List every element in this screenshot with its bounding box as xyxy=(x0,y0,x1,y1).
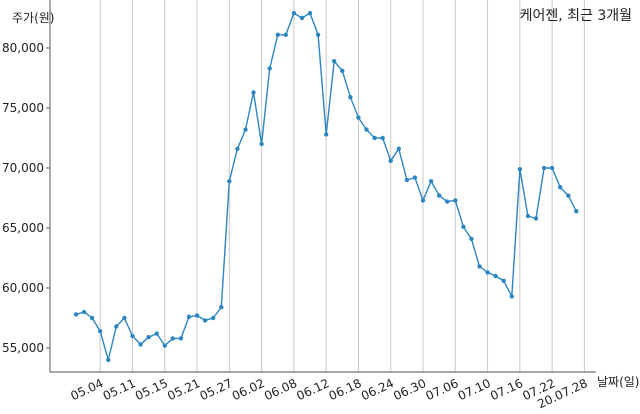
y-tick-label: 80,000 xyxy=(2,41,44,55)
data-point xyxy=(517,167,523,172)
x-tick-label: 06.02 xyxy=(230,376,267,403)
x-tick-label: 06.12 xyxy=(294,376,331,403)
data-point xyxy=(283,32,288,37)
data-point xyxy=(315,32,321,37)
x-tick-label: 05.27 xyxy=(198,376,235,403)
grid-lines xyxy=(99,0,585,372)
y-ticks: 55,000 60,000 65,000 70,000 75,000 80,000 xyxy=(2,41,50,355)
data-point xyxy=(299,15,305,21)
x-axis-label: 날짜(일) xyxy=(597,375,639,389)
data-point xyxy=(509,294,514,299)
data-point xyxy=(396,146,401,151)
data-point xyxy=(138,342,143,347)
data-point xyxy=(114,324,119,329)
data-point xyxy=(170,336,175,341)
y-axis-label: 주가(원) xyxy=(12,11,54,25)
x-tick-label: 06.30 xyxy=(391,376,428,403)
y-tick-label: 55,000 xyxy=(2,341,44,355)
data-point xyxy=(89,315,95,321)
data-point xyxy=(453,198,458,203)
data-point xyxy=(420,198,426,203)
data-point xyxy=(219,305,224,310)
data-point xyxy=(275,32,280,37)
y-tick-label: 75,000 xyxy=(2,101,44,115)
price-points xyxy=(73,11,579,363)
data-point xyxy=(324,132,329,137)
data-point xyxy=(525,213,531,219)
x-tick-label: 06.18 xyxy=(327,376,364,403)
data-point xyxy=(428,179,434,184)
data-point xyxy=(477,264,482,269)
data-point xyxy=(380,135,385,141)
x-tick-label: 07.06 xyxy=(424,376,461,403)
data-point xyxy=(154,331,159,336)
x-tick-label: 07.16 xyxy=(488,376,525,403)
data-point xyxy=(106,357,111,363)
data-point xyxy=(574,209,579,214)
data-point xyxy=(186,314,192,319)
data-point xyxy=(533,216,539,221)
data-point xyxy=(178,336,184,341)
y-tick-label: 70,000 xyxy=(2,161,44,175)
data-point xyxy=(194,313,200,318)
data-point xyxy=(404,177,410,183)
data-point xyxy=(251,90,256,95)
data-point xyxy=(461,224,466,229)
data-point xyxy=(549,165,555,171)
data-point xyxy=(73,312,79,317)
data-point xyxy=(130,333,135,339)
data-point xyxy=(541,165,547,171)
data-point xyxy=(211,315,216,321)
x-tick-label: 05.15 xyxy=(133,376,170,403)
data-point xyxy=(98,329,103,334)
data-point xyxy=(485,270,490,275)
data-point xyxy=(227,179,232,184)
y-tick-label: 60,000 xyxy=(2,281,44,295)
data-point xyxy=(267,66,272,71)
x-tick-label: 05.04 xyxy=(68,376,105,403)
data-point xyxy=(235,146,240,151)
data-point xyxy=(501,278,506,283)
data-point xyxy=(364,127,369,132)
data-point xyxy=(356,115,361,120)
data-point xyxy=(558,185,563,190)
data-point xyxy=(566,193,571,198)
data-point xyxy=(493,273,498,279)
data-point xyxy=(259,141,264,147)
x-tick-label: 06.24 xyxy=(359,376,396,403)
data-point xyxy=(122,315,127,321)
x-ticks: 05.0405.1105.1505.2105.2706.0206.0806.12… xyxy=(68,376,589,411)
data-point xyxy=(202,318,208,323)
data-point xyxy=(348,95,353,100)
data-point xyxy=(291,11,297,16)
x-tick-label: 05.11 xyxy=(101,376,138,403)
data-point xyxy=(307,11,313,16)
data-point xyxy=(412,175,418,180)
y-tick-label: 65,000 xyxy=(2,221,44,235)
data-point xyxy=(332,59,337,64)
data-point xyxy=(372,135,377,141)
chart-title: 케어젠, 최근 3개월 xyxy=(520,8,632,24)
x-tick-label: 06.08 xyxy=(262,376,299,403)
data-point xyxy=(445,199,450,204)
data-point xyxy=(388,158,393,163)
x-tick-label: 05.21 xyxy=(165,376,202,403)
data-point xyxy=(469,236,474,241)
x-tick-label: 07.10 xyxy=(456,376,493,403)
data-point xyxy=(437,193,442,198)
data-point xyxy=(162,343,167,348)
data-point xyxy=(146,335,151,340)
data-point xyxy=(340,68,345,74)
data-point xyxy=(243,127,248,132)
data-point xyxy=(81,309,87,315)
